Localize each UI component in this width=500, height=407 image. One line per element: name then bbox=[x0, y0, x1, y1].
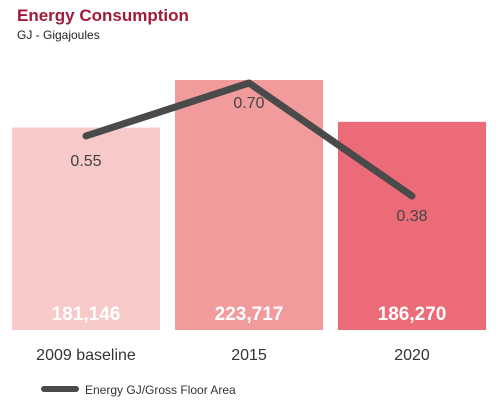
category-label-1: 2009 baseline bbox=[36, 347, 136, 364]
line-value-label-3: 0.38 bbox=[396, 208, 427, 225]
bar-value-label-3: 186,270 bbox=[378, 304, 447, 325]
chart-title: Energy Consumption bbox=[17, 6, 189, 25]
bar-2 bbox=[175, 80, 323, 330]
legend: Energy GJ/Gross Floor Area bbox=[41, 383, 236, 397]
bars-layer bbox=[12, 80, 486, 330]
line-value-label-1: 0.55 bbox=[70, 153, 101, 170]
line-layer bbox=[82, 79, 416, 200]
labels-layer: 181,146 2009 baseline 223,717 2015 186,270 20… bbox=[36, 95, 446, 364]
bar-value-label-2: 223,717 bbox=[215, 304, 284, 325]
legend-label: Energy GJ/Gross Floor Area bbox=[85, 383, 236, 397]
category-label-2: 2015 bbox=[231, 347, 267, 364]
chart-subtitle: GJ - Gigajoules bbox=[17, 28, 100, 42]
bar-value-label-1: 181,146 bbox=[52, 304, 121, 325]
line-series-energy-per-area bbox=[82, 79, 416, 200]
category-label-3: 2020 bbox=[394, 347, 430, 364]
bar-3 bbox=[338, 121, 486, 330]
line-value-label-2: 0.70 bbox=[233, 95, 264, 112]
bar-1 bbox=[12, 127, 160, 330]
